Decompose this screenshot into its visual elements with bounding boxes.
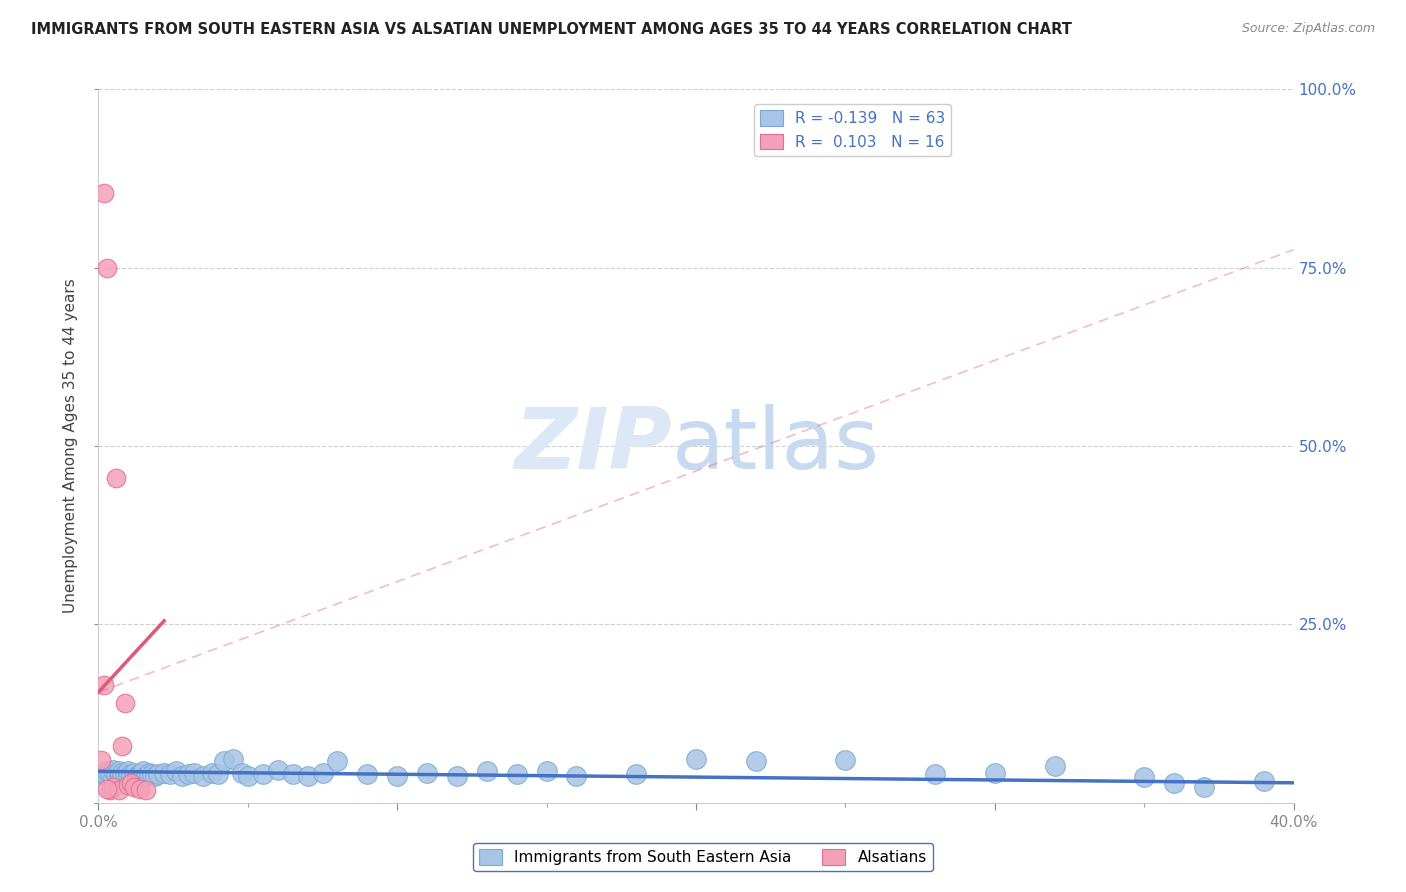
- Point: [172, 769, 194, 783]
- Text: atlas: atlas: [672, 404, 880, 488]
- Point: [924, 767, 946, 781]
- Point: [1163, 776, 1185, 790]
- Point: [96, 764, 118, 779]
- Point: [103, 780, 125, 794]
- Point: [326, 755, 349, 769]
- Point: [103, 763, 125, 777]
- Point: [745, 755, 768, 769]
- Point: [267, 763, 290, 777]
- Point: [93, 678, 115, 692]
- Point: [103, 771, 125, 785]
- Point: [96, 781, 118, 796]
- Point: [236, 769, 259, 783]
- Point: [141, 767, 163, 781]
- Point: [135, 783, 157, 797]
- Text: Source: ZipAtlas.com: Source: ZipAtlas.com: [1241, 22, 1375, 36]
- Point: [117, 764, 139, 779]
- Point: [114, 696, 136, 710]
- Point: [416, 765, 439, 780]
- Point: [129, 781, 152, 796]
- Point: [108, 769, 131, 783]
- Point: [90, 767, 112, 781]
- Text: IMMIGRANTS FROM SOUTH EASTERN ASIA VS ALSATIAN UNEMPLOYMENT AMONG AGES 35 TO 44 : IMMIGRANTS FROM SOUTH EASTERN ASIA VS AL…: [31, 22, 1071, 37]
- Point: [96, 769, 118, 783]
- Point: [1192, 780, 1215, 794]
- Point: [385, 769, 409, 783]
- Point: [252, 767, 274, 781]
- Point: [1253, 774, 1275, 789]
- Point: [685, 751, 707, 765]
- Legend: Immigrants from South Eastern Asia, Alsatians: Immigrants from South Eastern Asia, Alsa…: [474, 843, 932, 871]
- Y-axis label: Unemployment Among Ages 35 to 44 years: Unemployment Among Ages 35 to 44 years: [63, 278, 79, 614]
- Point: [124, 765, 146, 780]
- Point: [120, 767, 142, 781]
- Point: [475, 764, 498, 779]
- Point: [1133, 770, 1156, 784]
- Point: [120, 776, 142, 790]
- Point: [129, 767, 152, 781]
- Point: [1043, 758, 1066, 772]
- Point: [506, 767, 529, 781]
- Point: [565, 769, 588, 783]
- Point: [143, 769, 166, 783]
- Point: [111, 739, 134, 753]
- Point: [138, 765, 160, 780]
- Point: [356, 767, 378, 781]
- Point: [117, 778, 139, 792]
- Point: [177, 767, 200, 781]
- Point: [153, 765, 176, 780]
- Point: [159, 767, 181, 781]
- Point: [183, 765, 205, 780]
- Point: [90, 753, 112, 767]
- Point: [222, 751, 245, 765]
- Point: [111, 770, 134, 784]
- Point: [984, 765, 1007, 780]
- Point: [124, 780, 146, 794]
- Point: [207, 767, 229, 781]
- Point: [108, 783, 131, 797]
- Point: [148, 767, 170, 781]
- Point: [96, 260, 118, 275]
- Point: [311, 765, 333, 780]
- Legend: R = -0.139   N = 63, R =  0.103   N = 16: R = -0.139 N = 63, R = 0.103 N = 16: [754, 104, 952, 156]
- Point: [626, 767, 648, 781]
- Point: [281, 767, 304, 781]
- Point: [108, 764, 131, 779]
- Point: [231, 765, 253, 780]
- Point: [297, 769, 319, 783]
- Point: [132, 764, 155, 779]
- Point: [127, 769, 149, 783]
- Point: [834, 753, 856, 767]
- Point: [93, 186, 115, 200]
- Point: [98, 767, 122, 781]
- Point: [117, 769, 139, 783]
- Point: [114, 767, 136, 781]
- Point: [111, 765, 134, 780]
- Point: [135, 769, 157, 783]
- Point: [105, 471, 128, 485]
- Point: [536, 764, 558, 779]
- Point: [191, 769, 214, 783]
- Point: [212, 755, 235, 769]
- Point: [165, 764, 187, 779]
- Point: [93, 765, 115, 780]
- Text: ZIP: ZIP: [515, 404, 672, 488]
- Point: [446, 769, 468, 783]
- Point: [105, 767, 128, 781]
- Point: [98, 783, 122, 797]
- Point: [201, 765, 224, 780]
